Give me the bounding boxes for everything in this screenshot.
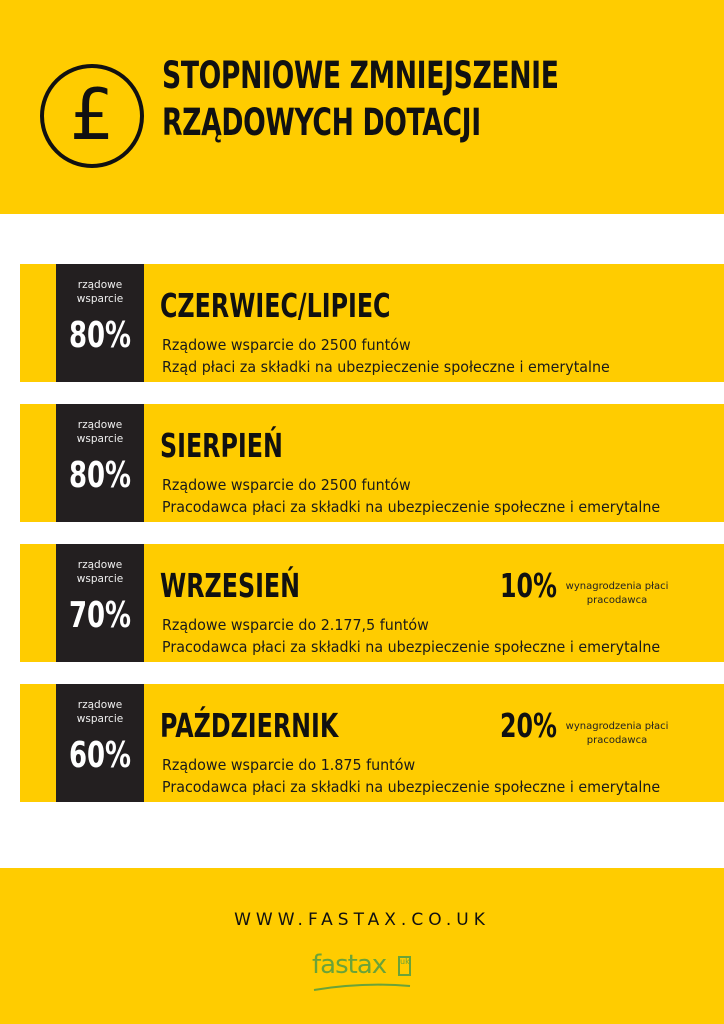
employer-percentage-label: wynagrodzenia płaci pracodawca bbox=[565, 721, 669, 746]
month-heading: PAŹDZIERNIK bbox=[160, 706, 339, 745]
header-banner: £ STOPNIOWE ZMNIEJSZENIE RZĄDOWYCH DOTAC… bbox=[0, 0, 724, 214]
footer-banner: WWW.FASTAX.CO.UK fastax uk bbox=[0, 868, 724, 1024]
pound-sterling-icon: £ bbox=[40, 64, 144, 168]
support-badge: rządowe wsparcie 80% bbox=[56, 264, 144, 382]
support-amount-text: Rządowe wsparcie do 1.875 funtów bbox=[162, 756, 416, 774]
support-amount-text: Rządowe wsparcie do 2500 funtów bbox=[162, 336, 411, 354]
badge-label: rządowe wsparcie bbox=[76, 419, 124, 445]
logo-swoosh-icon bbox=[313, 983, 411, 991]
badge-percentage: 70% bbox=[68, 595, 132, 636]
contributions-text: Rząd płaci za składki na ubezpieczenie s… bbox=[162, 358, 610, 376]
support-amount-text: Rządowe wsparcie do 2500 funtów bbox=[162, 476, 411, 494]
badge-percentage: 80% bbox=[68, 315, 132, 356]
contributions-text: Pracodawca płaci za składki na ubezpiecz… bbox=[162, 498, 661, 516]
badge-label: rządowe wsparcie bbox=[76, 559, 124, 585]
logo-uk-box: uk bbox=[398, 956, 411, 976]
employer-percentage-label: wynagrodzenia płaci pracodawca bbox=[565, 581, 669, 606]
badge-label: rządowe wsparcie bbox=[76, 279, 124, 305]
period-card-october: rządowe wsparcie 60% PAŹDZIERNIK 20% wyn… bbox=[20, 684, 724, 802]
website-link[interactable]: WWW.FASTAX.CO.UK bbox=[234, 910, 490, 930]
badge-percentage: 80% bbox=[68, 455, 132, 496]
period-card-august: rządowe wsparcie 80% SIERPIEŃ Rządowe ws… bbox=[20, 404, 724, 522]
support-badge: rządowe wsparcie 80% bbox=[56, 404, 144, 522]
support-amount-text: Rządowe wsparcie do 2.177,5 funtów bbox=[162, 616, 429, 634]
title-line-1: STOPNIOWE ZMNIEJSZENIE bbox=[162, 54, 559, 97]
fastax-logo: fastax uk bbox=[312, 950, 422, 996]
support-badge: rządowe wsparcie 60% bbox=[56, 684, 144, 802]
support-badge: rządowe wsparcie 70% bbox=[56, 544, 144, 662]
contributions-text: Pracodawca płaci za składki na ubezpiecz… bbox=[162, 638, 661, 656]
page-title: STOPNIOWE ZMNIEJSZENIE RZĄDOWYCH DOTACJI bbox=[162, 52, 559, 146]
logo-wordmark: fastax bbox=[312, 950, 387, 980]
employer-percentage: 10% bbox=[500, 566, 557, 605]
title-line-2: RZĄDOWYCH DOTACJI bbox=[162, 101, 481, 144]
badge-percentage: 60% bbox=[68, 735, 132, 776]
month-heading: SIERPIEŃ bbox=[160, 426, 283, 465]
month-heading: WRZESIEŃ bbox=[160, 566, 301, 605]
month-heading: CZERWIEC/LIPIEC bbox=[160, 286, 391, 325]
period-card-september: rządowe wsparcie 70% WRZESIEŃ 10% wynagr… bbox=[20, 544, 724, 662]
contributions-text: Pracodawca płaci za składki na ubezpiecz… bbox=[162, 778, 661, 796]
badge-label: rządowe wsparcie bbox=[76, 699, 124, 725]
period-card-june-july: rządowe wsparcie 80% CZERWIEC/LIPIEC Rzą… bbox=[20, 264, 724, 382]
employer-percentage: 20% bbox=[500, 706, 557, 745]
